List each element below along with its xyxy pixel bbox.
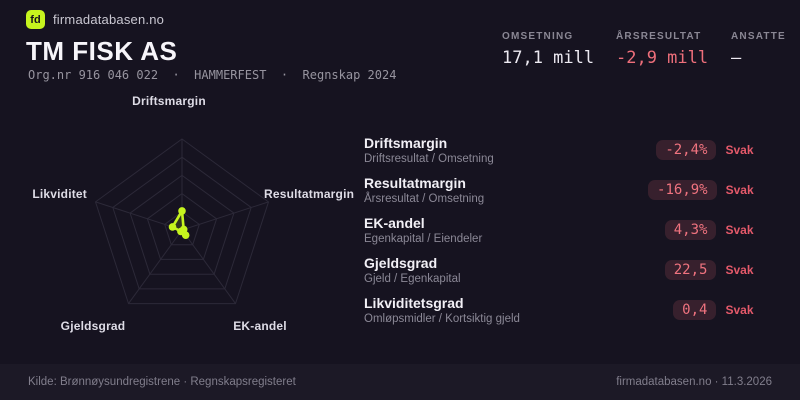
- key-figure-value: -2,9 mill: [616, 48, 709, 68]
- metric-rating: Svak: [725, 143, 754, 157]
- metric-value-badge: -2,4%: [656, 140, 717, 160]
- axis-label-driftsmargin: Driftsmargin: [132, 94, 206, 108]
- metric-row-driftsmargin: Driftsmargin Driftsresultat / Omsetning …: [364, 130, 764, 170]
- metric-rating: Svak: [725, 183, 754, 197]
- metric-title: Gjeldsgrad: [364, 255, 438, 271]
- metric-title: Resultatmargin: [364, 175, 466, 191]
- metric-rating: Svak: [725, 263, 754, 277]
- metric-row-likviditetsgrad: Likviditetsgrad Omløpsmidler / Kortsikti…: [364, 290, 764, 330]
- key-figure-label: ÅRSRESULTAT: [616, 31, 702, 42]
- metric-value-badge: -16,9%: [648, 180, 717, 200]
- metric-title: Driftsmargin: [364, 135, 448, 151]
- metric-rating: Svak: [725, 303, 754, 317]
- metric-title: Likviditetsgrad: [364, 295, 464, 311]
- key-figure-label: ANSATTE: [731, 31, 786, 42]
- site-name: firmadatabasen.no: [53, 12, 165, 27]
- radar-series: [168, 207, 190, 239]
- brand[interactable]: fd firmadatabasen.no: [26, 10, 164, 29]
- footer: Kilde: Brønnøysundregistrene · Regnskaps…: [0, 364, 800, 400]
- key-figure-omsetning: OMSETNING 17,1 mill: [502, 31, 594, 68]
- key-figure-label: OMSETNING: [502, 31, 574, 42]
- axis-label-likviditet: Likviditet: [32, 187, 87, 201]
- metric-formula: Omløpsmidler / Kortsiktig gjeld: [364, 313, 520, 325]
- metrics-panel: Driftsmargin Driftsresultat / Omsetning …: [364, 130, 764, 330]
- radar-chart: Driftsmargin Resultatmargin EK-andel Gje…: [32, 94, 354, 333]
- footer-site-date: firmadatabasen.no · 11.3.2026: [616, 376, 772, 388]
- metric-formula: Driftsresultat / Omsetning: [364, 153, 494, 165]
- fd-logo-icon: fd: [26, 10, 45, 29]
- metric-title: EK-andel: [364, 215, 425, 231]
- key-figure-value: 17,1 mill: [502, 48, 595, 68]
- company-subtitle: Org.nr 916 046 022 · HAMMERFEST · Regnsk…: [28, 68, 397, 82]
- metric-row-ek-andel: EK-andel Egenkapital / Eiendeler 4,3% Sv…: [364, 210, 764, 250]
- axis-label-resultatmargin: Resultatmargin: [264, 187, 354, 201]
- metric-value-badge: 22,5: [664, 260, 717, 280]
- key-figure-value: –: [731, 48, 742, 68]
- metric-formula: Årsresultat / Omsetning: [364, 193, 485, 205]
- metric-formula: Egenkapital / Eiendeler: [364, 233, 483, 245]
- footer-source: Kilde: Brønnøysundregistrene · Regnskaps…: [28, 376, 296, 388]
- metric-row-gjeldsgrad: Gjeldsgrad Gjeld / Egenkapital 22,5 Svak: [364, 250, 764, 290]
- axis-label-ek-andel: EK-andel: [233, 319, 287, 333]
- metric-formula: Gjeld / Egenkapital: [364, 273, 461, 285]
- page-title: TM FISK AS: [26, 36, 178, 66]
- key-figure-arsresultat: ÅRSRESULTAT -2,9 mill: [616, 31, 708, 68]
- metric-value-badge: 0,4: [673, 300, 717, 320]
- key-figure-ansatte: ANSATTE –: [731, 31, 786, 68]
- axis-label-gjeldsgrad: Gjeldsgrad: [61, 319, 126, 333]
- metric-value-badge: 4,3%: [664, 220, 717, 240]
- metric-row-resultatmargin: Resultatmargin Årsresultat / Omsetning -…: [364, 170, 764, 210]
- metric-rating: Svak: [725, 223, 754, 237]
